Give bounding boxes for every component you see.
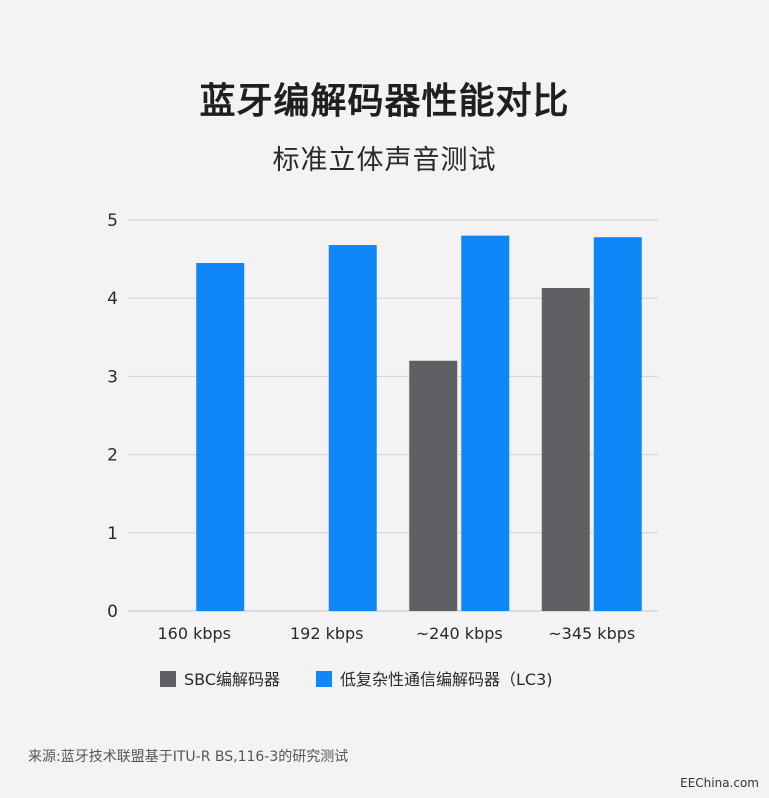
bar-sbc [541, 288, 590, 611]
bar-lc3 [461, 235, 510, 611]
bar-lc3 [328, 245, 377, 612]
bar-lc3 [196, 263, 245, 611]
watermark: EEChina.com [680, 776, 759, 790]
chart-title: 蓝牙编解码器性能对比 [199, 81, 570, 122]
x-tick-label: ~240 kbps [416, 624, 503, 643]
x-tick-label: 160 kbps [157, 624, 231, 643]
bar-sbc [409, 360, 458, 611]
source-note: 来源:蓝牙技术联盟基于ITU-R BS,116-3的研究测试 [28, 749, 349, 765]
y-tick-label: 0 [107, 602, 118, 622]
legend-swatch-sbc [160, 671, 176, 687]
legend-label-sbc: SBC编解码器 [184, 670, 280, 689]
y-tick-label: 3 [107, 367, 118, 387]
chart-subtitle: 标准立体声音测试 [272, 145, 497, 176]
y-tick-label: 4 [107, 289, 118, 309]
legend-swatch-lc3 [316, 671, 332, 687]
y-tick-label: 5 [107, 211, 118, 231]
x-tick-label: ~345 kbps [548, 624, 635, 643]
x-tick-label: 192 kbps [290, 624, 364, 643]
y-tick-label: 2 [107, 446, 118, 466]
legend-label-lc3: 低复杂性通信编解码器（LC3) [340, 670, 553, 689]
bar-lc3 [593, 237, 642, 612]
y-tick-label: 1 [107, 524, 118, 544]
